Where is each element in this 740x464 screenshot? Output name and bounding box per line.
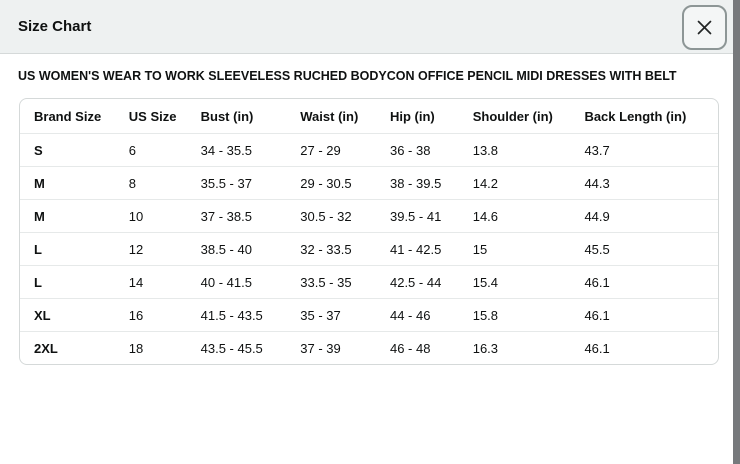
header-cell: Bust (in) xyxy=(200,108,254,124)
table-row: 2XL 18 43.5 - 45.5 37 - 39 46 - 48 16.3 46.1 xyxy=(20,331,718,364)
table-cell: 35 - 37 xyxy=(286,298,376,332)
table-cell: 45.5 xyxy=(570,232,718,266)
table-cell: 46.1 xyxy=(570,298,718,332)
table-row: L 12 38.5 - 40 32 - 33.5 41 - 42.5 15 45.5 xyxy=(20,232,718,266)
table-cell: L xyxy=(20,265,115,299)
header-cell: Waist (in) xyxy=(300,108,359,124)
table-cell: 44.9 xyxy=(570,199,718,233)
size-table-body: S 6 34 - 35.5 27 - 29 36 - 38 13.8 43.7 M 8 35.5 … xyxy=(20,133,718,364)
table-cell: XL xyxy=(20,298,115,332)
size-table-container: Brand Size US Size Bust (in) Waist (in) Hip … xyxy=(19,98,719,365)
table-row: S 6 34 - 35.5 27 - 29 36 - 38 13.8 43.7 xyxy=(20,133,718,167)
header-cell: Shoulder (in) xyxy=(472,108,553,124)
table-cell: 35.5 - 37 xyxy=(186,166,287,200)
table-cell: 15 xyxy=(458,232,571,266)
table-cell: 40 - 41.5 xyxy=(186,265,287,299)
table-cell: 33.5 - 35 xyxy=(286,265,376,299)
table-cell: 8 xyxy=(114,166,187,200)
table-cell: 14.2 xyxy=(458,166,571,200)
size-table: Brand Size US Size Bust (in) Waist (in) Hip … xyxy=(20,99,718,364)
table-cell: 12 xyxy=(114,232,187,266)
header-cell: Brand Size xyxy=(34,108,102,124)
table-cell: 44 - 46 xyxy=(375,298,459,332)
close-icon xyxy=(695,18,714,37)
table-cell: 44.3 xyxy=(570,166,718,200)
table-cell: L xyxy=(20,232,115,266)
table-cell: 10 xyxy=(114,199,187,233)
table-row: M 10 37 - 38.5 30.5 - 32 39.5 - 41 14.6 44.9 xyxy=(20,199,718,233)
table-row: L 14 40 - 41.5 33.5 - 35 42.5 - 44 15.4 46.1 xyxy=(20,265,718,299)
close-button[interactable] xyxy=(682,5,727,50)
table-cell: 43.7 xyxy=(570,133,718,167)
table-cell: 6 xyxy=(114,133,187,167)
table-cell: S xyxy=(20,133,115,167)
table-cell: 18 xyxy=(114,331,187,364)
table-cell: 36 - 38 xyxy=(375,133,459,167)
table-cell: M xyxy=(20,199,115,233)
table-cell: 32 - 33.5 xyxy=(286,232,376,266)
modal-header: Size Chart xyxy=(0,0,740,54)
table-cell: 46.1 xyxy=(570,331,718,364)
table-cell: 15.8 xyxy=(458,298,571,332)
table-cell: 41 - 42.5 xyxy=(375,232,459,266)
table-cell: 13.8 xyxy=(458,133,571,167)
table-cell: 34 - 35.5 xyxy=(186,133,287,167)
header-row: Brand Size US Size Bust (in) Waist (in) Hip … xyxy=(20,99,718,134)
header-cell: US Size xyxy=(128,108,177,124)
table-cell: 16.3 xyxy=(458,331,571,364)
header-cell: Back Length (in) xyxy=(584,108,687,124)
table-row: XL 16 41.5 - 43.5 35 - 37 44 - 46 15.8 46.1 xyxy=(20,298,718,332)
table-cell: 42.5 - 44 xyxy=(375,265,459,299)
table-cell: M xyxy=(20,166,115,200)
table-cell: 15.4 xyxy=(458,265,571,299)
table-cell: 16 xyxy=(114,298,187,332)
table-row: M 8 35.5 - 37 29 - 30.5 38 - 39.5 14.2 44.3 xyxy=(20,166,718,200)
table-cell: 39.5 - 41 xyxy=(375,199,459,233)
table-cell: 37 - 38.5 xyxy=(186,199,287,233)
table-cell: 38.5 - 40 xyxy=(186,232,287,266)
table-cell: 38 - 39.5 xyxy=(375,166,459,200)
header-cell: Hip (in) xyxy=(389,108,435,124)
table-cell: 37 - 39 xyxy=(286,331,376,364)
table-cell: 2XL xyxy=(20,331,115,364)
modal-title: Size Chart xyxy=(18,18,92,35)
size-table-head: Brand Size US Size Bust (in) Waist (in) Hip … xyxy=(20,99,718,134)
table-cell: 46 - 48 xyxy=(375,331,459,364)
table-cell: 29 - 30.5 xyxy=(286,166,376,200)
table-cell: 43.5 - 45.5 xyxy=(186,331,287,364)
table-cell: 30.5 - 32 xyxy=(286,199,376,233)
table-cell: 14.6 xyxy=(458,199,571,233)
page-overlay-edge xyxy=(733,0,740,464)
table-cell: 14 xyxy=(114,265,187,299)
table-cell: 41.5 - 43.5 xyxy=(186,298,287,332)
table-cell: 46.1 xyxy=(570,265,718,299)
product-title: US WOMEN'S WEAR TO WORK SLEEVELESS RUCHE… xyxy=(18,69,677,83)
table-cell: 27 - 29 xyxy=(286,133,376,167)
